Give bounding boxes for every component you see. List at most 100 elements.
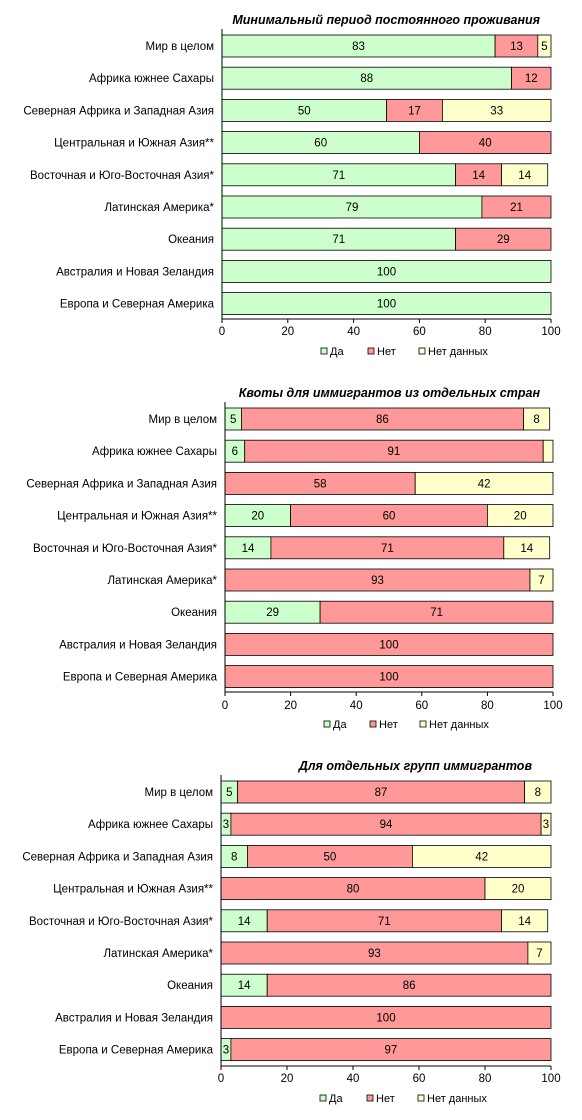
legend-label: Нет данных [427,1093,487,1105]
bar-segment [230,1038,552,1061]
data-label: 8 [535,787,541,799]
chart-2: Квоты для иммигрантов из отдельных стран… [26,386,562,731]
data-label: 17 [408,105,421,117]
data-label: 14 [242,543,255,555]
legend-label: Да [330,346,344,358]
bar-segment [537,34,552,58]
data-label: 7 [536,948,542,960]
category-label: Мир в целом [148,414,217,426]
data-label: 93 [371,575,384,587]
bar-segment [511,66,552,90]
x-tick-label: 40 [350,700,363,712]
data-label: 40 [479,138,492,150]
data-label: 97 [385,1045,398,1057]
bar-segment [414,471,554,495]
category-label: Мир в целом [144,787,213,799]
x-tick-label: 0 [222,700,228,712]
category-label: Восточная и Юго-Восточная Азия* [33,543,218,555]
x-tick-label: 60 [413,326,426,338]
data-label: 33 [490,105,503,117]
x-tick-label: 100 [541,1073,560,1085]
chart-title: Для отдельных групп иммигрантов [298,759,533,773]
bar-segment [540,812,552,836]
data-label: 86 [403,980,416,992]
x-tick-label: 20 [281,326,294,338]
data-label: 12 [525,73,538,85]
legend-swatch [369,720,377,728]
bar-segment [503,536,551,560]
data-label: 6 [232,446,238,458]
category-label: Северная Африка и Западная Азия [22,851,213,863]
data-label: 93 [368,948,381,960]
data-label: 60 [383,511,396,523]
bar-segment [411,845,552,868]
data-label: 21 [510,202,523,214]
category-label: Европа и Северная Америка [63,672,218,684]
bar-segment [266,973,552,997]
data-label: 100 [379,672,398,684]
category-label: Латинская Америка* [104,202,214,214]
data-label: 3 [223,819,229,831]
data-label: 8 [231,851,237,863]
x-tick-label: 60 [413,1073,426,1085]
bar-segment [501,909,549,933]
chart-3: Для отдельных групп иммигрантов Мир в цел… [22,759,560,1105]
legend-label: Нет [377,346,396,358]
data-label: 8 [533,414,539,426]
bar-segment [484,877,552,900]
x-tick-label: 40 [347,1073,360,1085]
data-label: 42 [478,478,491,490]
data-label: 71 [332,170,345,182]
x-tick-label: 80 [479,326,492,338]
data-label: 71 [430,607,443,619]
category-label: Центральная и Южная Азия** [57,511,217,523]
data-label: 87 [375,787,388,799]
bar-segment [481,195,552,219]
x-tick-label: 40 [347,326,360,338]
data-label: 14 [472,170,485,182]
legend-label: Нет данных [428,346,488,358]
data-label: 29 [497,234,510,246]
data-label: 88 [360,73,373,85]
data-label: 50 [298,105,311,117]
x-tick-label: 20 [281,1073,294,1085]
legend-swatch [320,347,328,355]
data-label: 71 [378,916,391,928]
chart-1: Минимальный период постоянного проживани… [23,13,560,358]
x-tick-label: 80 [479,1073,492,1085]
category-label: Латинская Америка* [107,575,217,587]
legend-label: Нет [379,719,398,731]
data-label: 60 [314,138,327,150]
bar-segment [486,504,554,528]
category-label: Африка южнее Сахары [88,819,213,831]
data-label: 71 [332,234,345,246]
bar-segment [441,99,552,122]
category-label: Австралия и Новая Зеландия [56,266,214,278]
category-label: Латинская Америка* [103,948,213,960]
category-label: Северная Африка и Западная Азия [23,105,214,117]
category-label: Центральная и Южная Азия** [54,138,214,150]
category-label: Африка южнее Сахары [92,446,217,458]
category-label: Европа и Северная Америка [60,299,215,311]
category-label: Мир в целом [145,41,214,53]
data-label: 20 [514,511,527,523]
data-label: 14 [238,916,251,928]
x-tick-label: 100 [543,700,562,712]
data-label: 91 [388,446,401,458]
bar-segment [418,131,552,155]
data-label: 14 [238,980,251,992]
legend-swatch [419,720,427,728]
legend-swatch [323,720,331,728]
category-label: Океания [168,234,214,246]
data-label: 100 [379,639,398,651]
legend-label: Да [333,719,347,731]
data-label: 94 [380,819,393,831]
data-label: 3 [223,1045,229,1057]
x-tick-label: 100 [541,326,560,338]
data-label: 79 [346,202,359,214]
category-label: Центральная и Южная Азия** [53,884,213,896]
data-label: 42 [475,851,488,863]
bar-segment [319,600,554,624]
data-label: 100 [377,299,396,311]
